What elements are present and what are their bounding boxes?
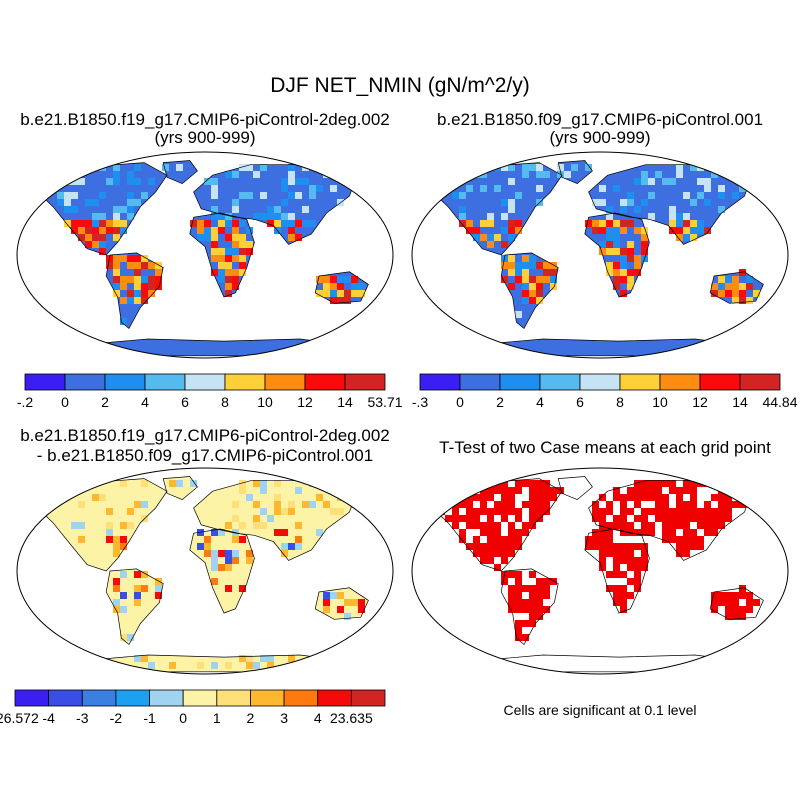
colorbar-swatch [144,373,186,391]
colorbar-label: 53.71 [367,394,402,410]
colorbar-swatch [250,689,285,707]
colorbar-label: 8 [616,394,624,410]
colorbar-label: 0 [456,394,464,410]
colorbar-case1: -.2 0 2 4 6 8 10 12 14 53.71 [17,373,403,410]
map-panel-ttest [411,467,789,675]
colorbar-swatch [115,689,150,707]
colorbar-label: 23.635 [330,710,373,726]
colorbar-swatch [350,689,386,707]
colorbar-label: 8 [221,394,229,410]
colorbar-swatch [264,373,306,391]
land-north-america [37,162,167,255]
colorbar-label: 14 [337,394,353,410]
colorbar-swatch [579,373,621,391]
colorbar-label: 0 [61,394,69,410]
panel3-title-line2: - b.e21.B1850.f09_g17.CMIP6-piControl.00… [36,446,374,465]
colorbar-swatch [24,373,66,391]
colorbar-label: 4 [314,710,322,726]
colorbar-label: 4 [536,394,544,410]
land-eurasia [193,164,357,245]
panel4-title: T-Test of two Case means at each grid po… [439,438,771,457]
significance-note: Cells are significant at 0.1 level [503,702,697,718]
colorbar-label: 2 [101,394,109,410]
colorbar-label: -4 [42,710,55,726]
colorbar-swatch [304,373,346,391]
map-panel-case1 [16,151,394,359]
colorbar-swatch [739,373,781,391]
colorbar-swatch [216,689,251,707]
colorbar-swatch [149,689,184,707]
colorbar-swatch [64,373,106,391]
colorbar-label: -2 [110,710,123,726]
colorbar-swatch [104,373,146,391]
colorbar-label: 2 [247,710,255,726]
colorbar-swatch [539,373,581,391]
colorbar-swatch [283,689,319,707]
colorbar-label: -.2 [17,394,34,410]
colorbar-difference: -26.572-4 -3 -2 -1 0 1 2 3 4 23.635 [0,689,386,726]
panel3-title-line1: b.e21.B1850.f19_g17.CMIP6-piControl-2deg… [20,426,390,445]
land-north-america [432,162,562,255]
colorbar-swatch [619,373,661,391]
colorbar-label: 10 [257,394,273,410]
map-panel-difference [16,467,394,675]
colorbar-label: 4 [141,394,149,410]
colorbar-label: 14 [732,394,748,410]
panel2-years: (yrs 900-999) [549,128,651,147]
colorbar-swatch [499,373,541,391]
colorbar-swatch [419,373,461,391]
colorbar-swatch [182,689,218,707]
colorbar-label: 12 [297,394,313,410]
colorbar-label: -26.572 [0,710,39,726]
colorbar-swatch [699,373,741,391]
colorbar-label: 10 [652,394,668,410]
colorbar-swatch [184,373,226,391]
colorbar-swatch [224,373,266,391]
colorbar-label: 1 [213,710,221,726]
colorbar-swatch [317,689,352,707]
land-south-america [106,568,164,645]
colorbar-label: 0 [179,710,187,726]
colorbar-swatch [81,689,117,707]
panel1-years: (yrs 900-999) [154,128,256,147]
panel2-title: b.e21.B1850.f09_g17.CMIP6-piControl.001 [436,110,764,129]
colorbar-label: 44.84 [762,394,797,410]
colorbar-label: -1 [143,710,156,726]
colorbar-label: 6 [576,394,584,410]
map-panel-case2 [411,151,789,359]
colorbar-label: 6 [181,394,189,410]
colorbar-swatch [659,373,701,391]
land-eurasia [588,164,752,245]
colorbar-label: -3 [76,710,89,726]
colorbar-case2: -.3 0 2 4 6 8 10 12 14 44.84 [412,373,798,410]
colorbar-swatch [459,373,501,391]
colorbar-label: 2 [496,394,504,410]
colorbar-swatch [14,689,50,707]
colorbar-label: 12 [692,394,708,410]
colorbar-label: 3 [280,710,288,726]
colorbar-swatch [344,373,386,391]
figure-title: DJF NET_NMIN (gN/m^2/y) [270,74,530,97]
panel1-title: b.e21.B1850.f19_g17.CMIP6-piControl-2deg… [20,110,390,129]
colorbar-label: -.3 [412,394,429,410]
colorbar-swatch [48,689,83,707]
